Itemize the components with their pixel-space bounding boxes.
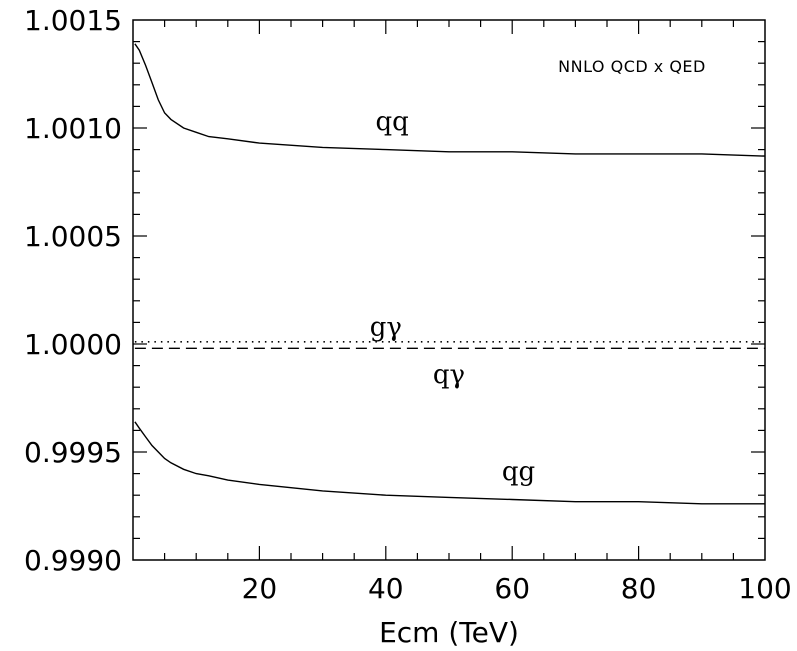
- y-tick-label: 1.0010: [24, 112, 122, 145]
- y-tick-label: 1.0005: [24, 220, 122, 253]
- plot-frame: [132, 19, 766, 561]
- curve-labels: qq gγ qγ qg: [370, 107, 535, 487]
- y-tick-label: 1.0015: [24, 4, 122, 37]
- series-line-qq: [134, 43, 766, 157]
- x-tick-label: 60: [494, 572, 530, 605]
- series-lines: [134, 43, 766, 505]
- curve-label: gγ: [370, 312, 402, 342]
- curve-label: qg: [502, 457, 535, 487]
- x-tick-label: 100: [738, 572, 791, 605]
- curve-label: qγ: [433, 360, 465, 390]
- y-tick-label: 1.0000: [24, 328, 122, 361]
- x-tick-label: 80: [621, 572, 657, 605]
- x-tick-label: 40: [368, 572, 404, 605]
- y-tick-label: 0.9990: [24, 544, 122, 577]
- tick-labels: 20 40 60 80 100 0.9990 0.9995 1.0000 1.0005 1.001…: [24, 4, 792, 605]
- curve-label: qq: [375, 107, 408, 137]
- annotation-label: NNLO QCD x QED: [558, 57, 706, 76]
- series-line-qg: [134, 421, 765, 505]
- y-tick-label: 0.9995: [24, 436, 122, 469]
- x-tick-label: 20: [242, 572, 278, 605]
- x-axis-title: Ecm (TeV): [379, 616, 519, 649]
- ticks: [133, 20, 765, 560]
